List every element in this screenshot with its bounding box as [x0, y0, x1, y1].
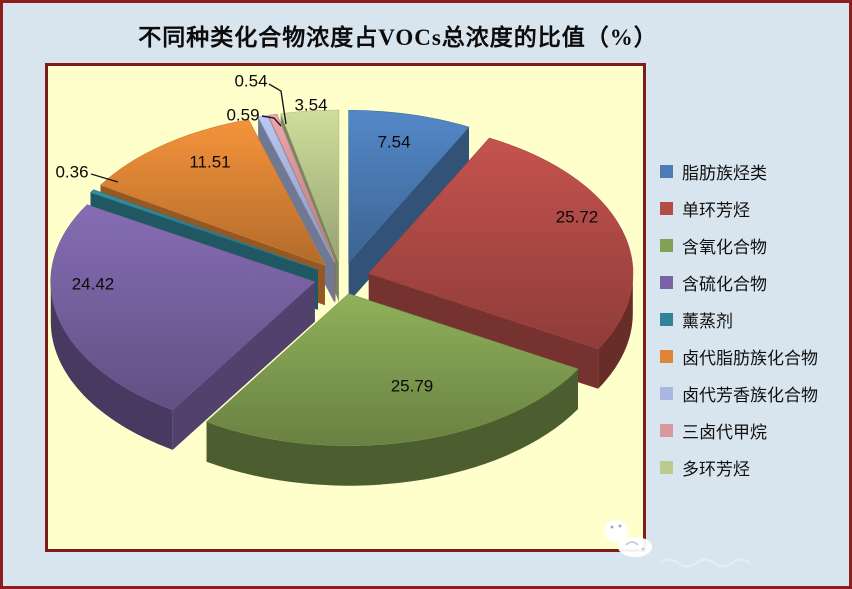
legend-item: 多环芳烃 [660, 449, 818, 486]
label-leader-line [261, 115, 282, 127]
watermark-squiggle-icon [659, 558, 751, 568]
label-leader-line [90, 173, 119, 183]
legend-item: 卤代脂肪族化合物 [660, 338, 818, 375]
legend-label: 卤代芳香族化合物 [682, 386, 818, 405]
legend-swatch-icon [660, 461, 673, 474]
data-label: 0.54 [234, 72, 267, 91]
data-label: 11.51 [189, 153, 230, 172]
data-label: 0.59 [226, 106, 259, 125]
data-label: 0.36 [55, 163, 88, 182]
legend-swatch-icon [660, 165, 673, 178]
legend-swatch-icon [660, 276, 673, 289]
legend-label: 脂肪族烃类 [682, 164, 767, 183]
legend-item: 单环芳烃 [660, 190, 818, 227]
legend-swatch-icon [660, 239, 673, 252]
data-label: 25.72 [556, 208, 599, 227]
pie-slice-0 [348, 109, 470, 303]
pie-slice-3 [50, 204, 316, 450]
watermark-sticker-icon [604, 520, 652, 557]
legend-label: 含氧化合物 [682, 238, 767, 257]
chart-title: 不同种类化合物浓度占VOCs总浓度的比值（%） [138, 25, 658, 50]
legend-item: 三卤代甲烷 [660, 412, 818, 449]
label-leader-line [268, 83, 287, 125]
legend-item: 含氧化合物 [660, 227, 818, 264]
legend-swatch-icon [660, 313, 673, 326]
legend-label: 多环芳烃 [682, 460, 750, 479]
legend-label: 单环芳烃 [682, 201, 750, 220]
legend-item: 薰蒸剂 [660, 301, 818, 338]
legend-item: 含硫化合物 [660, 264, 818, 301]
data-label: 7.54 [377, 133, 410, 152]
legend-swatch-icon [660, 350, 673, 363]
legend-item: 卤代芳香族化合物 [660, 375, 818, 412]
data-label: 24.42 [72, 275, 115, 294]
legend-swatch-icon [660, 202, 673, 215]
legend: 脂肪族烃类单环芳烃含氧化合物含硫化合物薰蒸剂卤代脂肪族化合物 卤代芳香族化合物 三卤… [660, 153, 818, 486]
chart-plot-area: 7.54 25.72 25.79 24.42 0.36 11.51 0.59 0.54 3.54 [45, 63, 646, 552]
pie-chart: 7.54 25.72 25.79 24.42 0.36 11.51 0.59 0.54 3.54 [50, 72, 634, 486]
legend-swatch-icon [660, 387, 673, 400]
data-label: 3.54 [294, 96, 327, 115]
legend-swatch-icon [660, 424, 673, 437]
legend-label: 卤代脂肪族化合物 [682, 349, 818, 368]
legend-label: 三卤代甲烷 [682, 423, 767, 442]
data-label: 25.79 [391, 377, 434, 396]
legend-item: 脂肪族烃类 [660, 153, 818, 190]
legend-label: 含硫化合物 [682, 275, 767, 294]
legend-label: 薰蒸剂 [682, 312, 733, 331]
pie-slice-2 [206, 293, 579, 486]
